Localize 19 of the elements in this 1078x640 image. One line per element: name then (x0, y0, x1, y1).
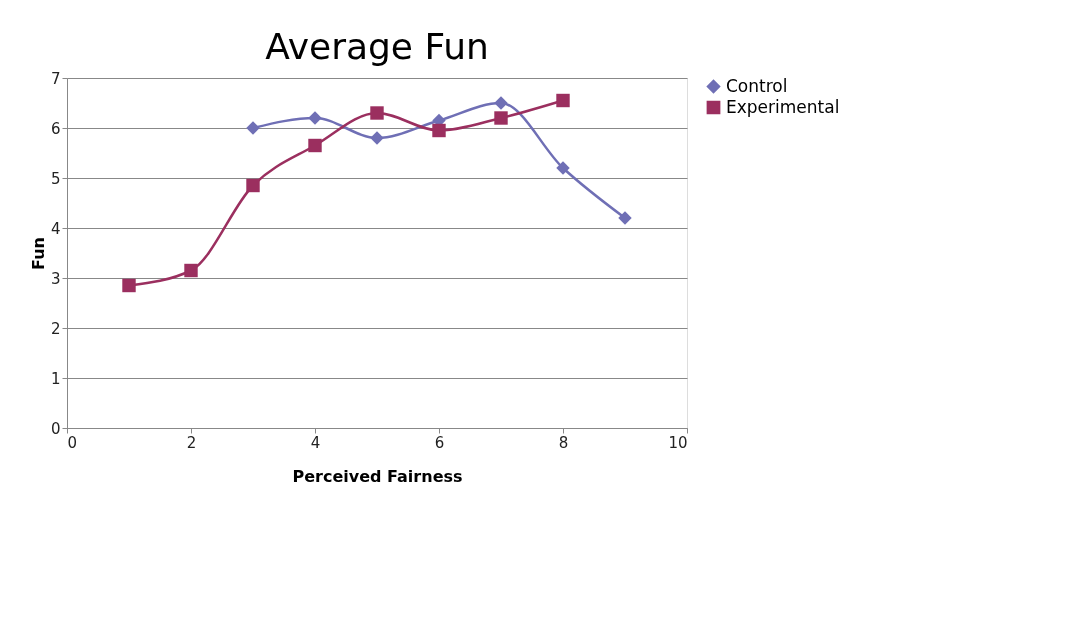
y-tick-label: 0 (50, 419, 61, 438)
y-tick-label: 7 (50, 69, 61, 88)
y-tick-label: 5 (50, 169, 61, 188)
x-tick-label: 0 (67, 433, 78, 452)
x-tick-label: 4 (310, 433, 321, 452)
y-tick-label: 4 (50, 219, 61, 238)
x-tick-label: 6 (434, 433, 445, 452)
legend-label: Control (726, 75, 788, 96)
x-axis-title: Perceived Fairness (292, 466, 463, 486)
y-tick-label: 3 (50, 269, 61, 288)
legend-label: Experimental (726, 96, 840, 117)
y-tick-label: 2 (50, 319, 61, 338)
chart-title: Average Fun (265, 26, 489, 67)
x-tick-label: 8 (558, 433, 569, 452)
x-tick-label: 2 (186, 433, 197, 452)
y-tick-label: 6 (50, 119, 61, 138)
x-tick-label: 10 (668, 433, 688, 452)
y-axis-title: Fun (28, 237, 48, 270)
y-tick-label: 1 (50, 369, 61, 388)
